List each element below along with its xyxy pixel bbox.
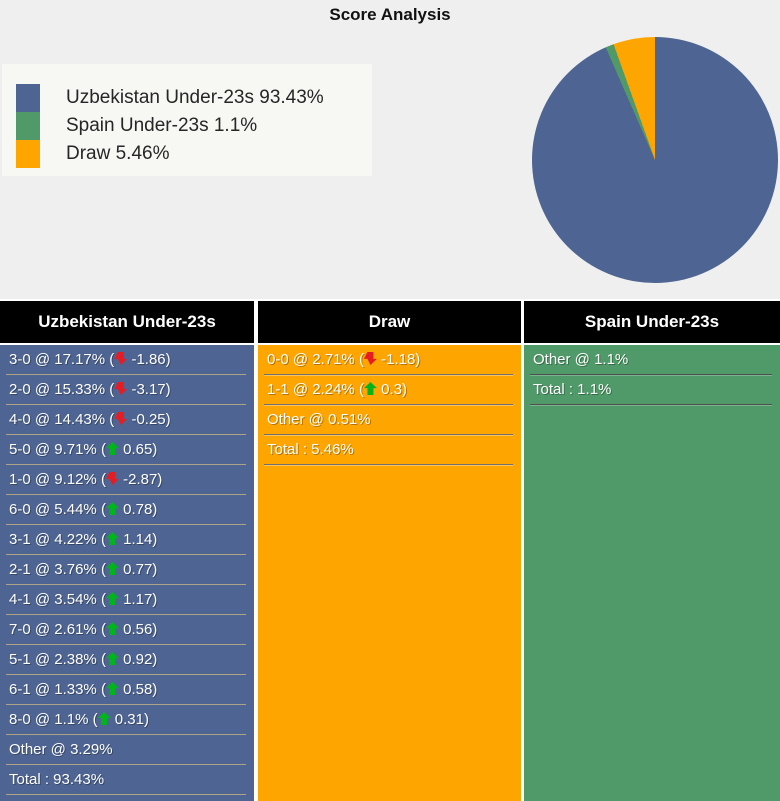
score-row: 1-1 @ 2.24% ( 0.3) — [264, 375, 513, 405]
score-row: 6-0 @ 5.44% ( 0.78) — [6, 495, 246, 525]
legend-item-draw: Draw 5.46% — [16, 140, 372, 168]
trend-up-icon — [105, 652, 119, 665]
score-row: 3-0 @ 17.17% ( -1.86) — [6, 345, 246, 375]
score-pie-chart — [532, 37, 778, 283]
score-row: 5-0 @ 9.71% ( 0.65) — [6, 435, 246, 465]
legend-swatch-icon — [16, 112, 40, 140]
score-row: Other @ 3.29% — [6, 735, 246, 765]
score-row: Total : 1.1% — [530, 375, 772, 405]
score-text: Other @ 0.51% — [267, 411, 371, 428]
score-row: 4-1 @ 3.54% ( 1.17) — [6, 585, 246, 615]
legend-item-label: Uzbekistan Under-23s 93.43% — [66, 87, 324, 108]
trend-delta: -2.87) — [118, 471, 163, 488]
score-text: 5-0 @ 9.71% ( — [9, 441, 106, 458]
score-text: 6-0 @ 5.44% ( — [9, 501, 106, 518]
trend-delta: 0.92) — [118, 651, 158, 668]
column-body-away: Other @ 1.1% Total : 1.1% — [524, 345, 780, 801]
trend-delta: 0.3) — [376, 381, 407, 398]
legend-swatch-icon — [16, 84, 40, 112]
score-text: 2-1 @ 3.76% ( — [9, 561, 106, 578]
trend-delta: 0.58) — [118, 681, 158, 698]
trend-up-icon — [97, 712, 111, 725]
score-row: 7-0 @ 2.61% ( 0.56) — [6, 615, 246, 645]
trend-up-icon — [105, 442, 119, 455]
trend-delta: -1.86) — [127, 351, 171, 368]
column-body-draw: 0-0 @ 2.71% ( -1.18) 1-1 @ 2.24% ( 0.3) Ot… — [258, 345, 521, 801]
trend-up-icon — [363, 382, 377, 395]
score-text: 3-0 @ 17.17% ( — [9, 351, 115, 368]
score-text: 5-1 @ 2.38% ( — [9, 651, 106, 668]
score-row: 0-0 @ 2.71% ( -1.18) — [264, 345, 513, 375]
score-text: 1-0 @ 9.12% ( — [9, 471, 106, 488]
trend-up-icon — [105, 562, 119, 575]
score-text: 2-0 @ 15.33% ( — [9, 381, 115, 398]
column-header-draw: Draw — [258, 301, 521, 343]
score-row: Total : 5.46% — [264, 435, 513, 465]
score-text: 1-1 @ 2.24% ( — [267, 381, 364, 398]
score-row: 3-1 @ 4.22% ( 1.14) — [6, 525, 246, 555]
trend-delta: -0.25) — [127, 411, 171, 428]
score-text: 7-0 @ 2.61% ( — [9, 621, 106, 638]
trend-down-icon — [114, 412, 128, 425]
score-text: 8-0 @ 1.1% ( — [9, 711, 98, 728]
column-body-home: 3-0 @ 17.17% ( -1.86) 2-0 @ 15.33% ( -3.1… — [0, 345, 254, 801]
trend-up-icon — [105, 532, 119, 545]
score-text: 4-0 @ 14.43% ( — [9, 411, 115, 428]
score-row: 4-0 @ 14.43% ( -0.25) — [6, 405, 246, 435]
trend-up-icon — [105, 592, 119, 605]
score-text: 0-0 @ 2.71% ( — [267, 351, 364, 368]
trend-up-icon — [105, 502, 119, 515]
score-text: Other @ 3.29% — [9, 741, 113, 758]
score-text: Total : 1.1% — [533, 381, 612, 398]
score-text: 4-1 @ 3.54% ( — [9, 591, 106, 608]
trend-delta: -3.17) — [127, 381, 171, 398]
column-header-home: Uzbekistan Under-23s — [0, 301, 254, 343]
score-text: Total : 5.46% — [267, 441, 354, 458]
score-row: 1-0 @ 9.12% ( -2.87) — [6, 465, 246, 495]
trend-up-icon — [105, 682, 119, 695]
column-header-away: Spain Under-23s — [524, 301, 780, 343]
score-row: 6-1 @ 1.33% ( 0.58) — [6, 675, 246, 705]
score-row: 8-0 @ 1.1% ( 0.31) — [6, 705, 246, 735]
score-text: Total : 93.43% — [9, 771, 105, 788]
score-row: 5-1 @ 2.38% ( 0.92) — [6, 645, 246, 675]
legend-item-label: Draw 5.46% — [66, 143, 170, 164]
trend-delta: 0.31) — [110, 711, 149, 728]
score-text: 6-1 @ 1.33% ( — [9, 681, 106, 698]
score-row: 2-1 @ 3.76% ( 0.77) — [6, 555, 246, 585]
legend-item-home: Uzbekistan Under-23s 93.43% — [16, 84, 372, 112]
trend-delta: 1.14) — [118, 531, 158, 548]
trend-down-icon — [114, 352, 128, 365]
score-row: Other @ 1.1% — [530, 345, 772, 375]
trend-down-icon — [114, 382, 128, 395]
score-row: 2-0 @ 15.33% ( -3.17) — [6, 375, 246, 405]
trend-down-icon — [363, 352, 377, 365]
trend-delta: 1.17) — [118, 591, 158, 608]
trend-delta: 0.56) — [118, 621, 158, 638]
trend-delta: 0.65) — [118, 441, 158, 458]
pie-legend: Uzbekistan Under-23s 93.43% Spain Under-… — [2, 64, 372, 176]
score-row: Other @ 0.51% — [264, 405, 513, 435]
score-text: 3-1 @ 4.22% ( — [9, 531, 106, 548]
page-title: Score Analysis — [329, 5, 451, 24]
trend-delta: 0.78) — [118, 501, 158, 518]
score-row: Total : 93.43% — [6, 765, 246, 795]
legend-item-away: Spain Under-23s 1.1% — [16, 112, 372, 140]
trend-delta: 0.77) — [118, 561, 158, 578]
trend-up-icon — [105, 622, 119, 635]
score-text: Other @ 1.1% — [533, 351, 629, 368]
trend-down-icon — [105, 472, 119, 485]
legend-item-label: Spain Under-23s 1.1% — [66, 115, 258, 136]
trend-delta: -1.18) — [376, 351, 421, 368]
legend-swatch-icon — [16, 140, 40, 168]
